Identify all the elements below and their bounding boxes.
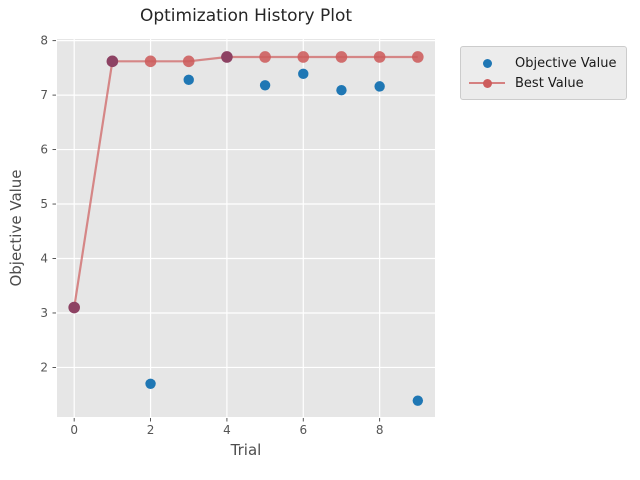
legend: Objective Value Best Value bbox=[460, 46, 628, 100]
y-tick-label: 5 bbox=[40, 197, 48, 211]
x-axis-label: Trial bbox=[230, 441, 262, 459]
best-value-point bbox=[182, 55, 195, 68]
x-tick-label: 6 bbox=[299, 423, 307, 437]
objective-value-point bbox=[412, 395, 424, 406]
x-tick-label: 0 bbox=[70, 423, 78, 437]
best-value-point bbox=[259, 51, 271, 63]
legend-item-objective-value: Objective Value bbox=[467, 53, 616, 73]
best-value-point bbox=[412, 51, 424, 63]
objective-value-point bbox=[183, 74, 194, 86]
best-value-point bbox=[144, 55, 157, 68]
best-value-point bbox=[106, 55, 119, 68]
legend-handle bbox=[467, 73, 507, 93]
plot-area bbox=[57, 39, 435, 417]
best-value-point bbox=[221, 51, 233, 63]
chart-title: Optimization History Plot bbox=[139, 6, 353, 26]
objective-value-point bbox=[298, 68, 309, 80]
best-value-line bbox=[73, 55, 418, 308]
scatter-marker-icon bbox=[482, 58, 492, 68]
objective-value-point bbox=[374, 81, 385, 92]
y-tick-label: 8 bbox=[40, 34, 48, 48]
y-tick-label: 6 bbox=[40, 143, 48, 157]
best-value-point bbox=[297, 51, 310, 63]
y-axis-label: Objective Value bbox=[7, 169, 25, 287]
objective-value-point bbox=[259, 80, 271, 91]
y-tick-label: 7 bbox=[40, 88, 48, 102]
x-tick-label: 2 bbox=[147, 423, 155, 437]
objective-value-point bbox=[145, 378, 156, 389]
best-value-point bbox=[68, 301, 80, 314]
x-tick-label: 8 bbox=[376, 423, 384, 437]
best-value-point bbox=[335, 51, 348, 63]
y-tick-label: 4 bbox=[40, 252, 48, 266]
best-value-point bbox=[373, 51, 386, 63]
legend-label-objective-value: Objective Value bbox=[515, 55, 617, 71]
y-tick-label: 2 bbox=[40, 360, 48, 374]
y-tick-label: 3 bbox=[40, 306, 48, 320]
legend-handle bbox=[467, 53, 507, 73]
legend-label-best-value: Best Value bbox=[515, 75, 584, 91]
line-dot-marker-icon bbox=[482, 78, 492, 88]
objective-value-point bbox=[336, 84, 347, 96]
x-tick-label: 4 bbox=[223, 423, 231, 437]
legend-item-best-value: Best Value bbox=[467, 73, 616, 93]
